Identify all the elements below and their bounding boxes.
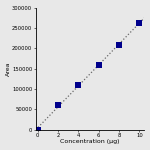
X-axis label: Concentration (μg): Concentration (μg) xyxy=(60,140,120,144)
Point xyxy=(57,104,59,106)
Point xyxy=(138,22,141,24)
Y-axis label: Area: Area xyxy=(6,61,10,76)
Point xyxy=(98,63,100,66)
Point xyxy=(118,44,120,47)
Point xyxy=(36,128,39,131)
Point xyxy=(77,84,80,86)
